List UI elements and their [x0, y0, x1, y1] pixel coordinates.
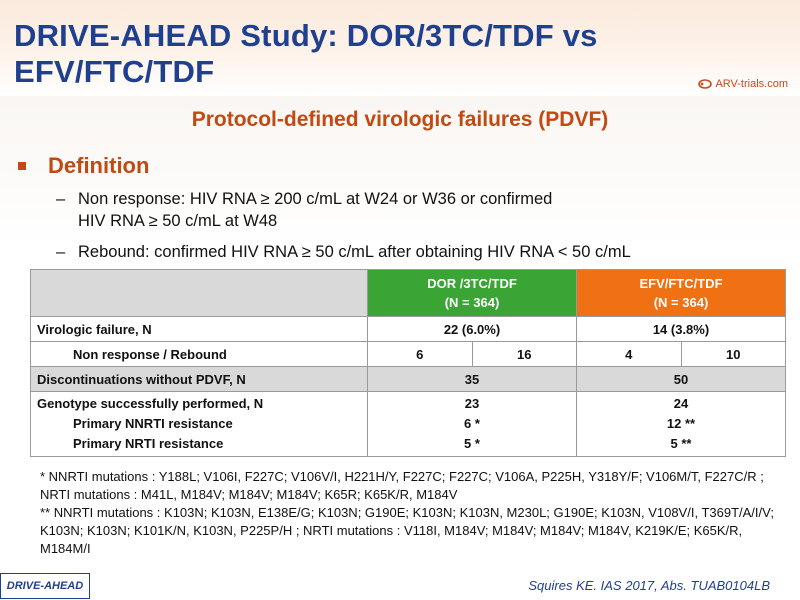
table-row-non-response-rebound: Non response / Rebound 6 16 4 10 — [30, 341, 786, 367]
section-subtitle: Protocol-defined virologic failures (PDV… — [191, 108, 609, 131]
cell-dor-genotype: 23 6 * 5 * — [367, 391, 577, 457]
definition-item-line1: Non response: HIV RNA ≥ 200 c/mL at W24 … — [78, 190, 553, 208]
dash-bullet-icon: – — [56, 190, 66, 208]
definition-item-rebound: – Rebound: confirmed HIV RNA ≥ 50 c/mL af… — [56, 243, 631, 262]
row-label: Non response / Rebound — [30, 341, 368, 367]
cell-efv-non-response: 4 — [576, 341, 682, 367]
definition-item-line1: Rebound: confirmed HIV RNA ≥ 50 c/mL aft… — [78, 243, 631, 261]
cell-dor-non-response: 6 — [367, 341, 473, 367]
table-row-discontinuations: Discontinuations without PDVF, N 35 50 — [30, 366, 786, 392]
efv-genotype-n: 24 — [673, 396, 689, 411]
cell-dor: 22 (6.0%) — [367, 316, 577, 342]
header-dor-arm: DOR /3TC/TDF (N = 364) — [367, 269, 577, 317]
definition-item-non-response: – Non response: HIV RNA ≥ 200 c/mL at W24… — [56, 190, 552, 209]
efv-nrti-resistance: 5 ** — [670, 436, 692, 451]
footnote-efv-mutations: ** NNRTI mutations : K103N; K103N, E138E… — [40, 505, 774, 556]
study-badge: DRIVE-AHEAD — [0, 573, 90, 599]
dor-genotype-n: 23 — [464, 396, 480, 411]
cell-efv: 14 (3.8%) — [576, 316, 786, 342]
footnote-dor-mutations: * NNRTI mutations : Y188L; V106I, F227C;… — [40, 469, 764, 502]
row-label: Virologic failure, N — [30, 316, 368, 342]
cell-efv: 50 — [576, 366, 786, 392]
genotype-label: Genotype successfully performed, N — [37, 396, 264, 411]
slide-title: DRIVE-AHEAD Study: DOR/3TC/TDF vs EFV/FT… — [14, 18, 598, 89]
table-header-row: DOR /3TC/TDF (N = 364) EFV/FTC/TDF (N = … — [30, 269, 786, 317]
genotype-labels: Genotype successfully performed, N Prima… — [30, 391, 368, 457]
cell-dor: 35 — [367, 366, 577, 392]
dor-arm-name: DOR /3TC/TDF — [427, 276, 517, 291]
header-blank-cell — [30, 269, 368, 317]
nrti-resistance-label: Primary NRTI resistance — [73, 436, 224, 451]
cell-efv-rebound: 10 — [680, 341, 786, 367]
nnrti-resistance-label: Primary NNRTI resistance — [73, 416, 233, 431]
efv-arm-n: (N = 364) — [653, 295, 709, 310]
dor-nnrti-resistance: 6 * — [464, 416, 480, 431]
brand-text: ARV-trials.com — [715, 78, 788, 90]
dor-arm-n: (N = 364) — [444, 295, 500, 310]
efv-nnrti-resistance: 12 ** — [666, 416, 696, 431]
pdvf-table: DOR /3TC/TDF (N = 364) EFV/FTC/TDF (N = … — [30, 269, 786, 457]
table-row-virologic-failure: Virologic failure, N 22 (6.0%) 14 (3.8%) — [30, 316, 786, 342]
definition-item-non-response-cont: HIV RNA ≥ 50 c/mL at W48 — [56, 212, 277, 231]
dash-bullet-icon: – — [56, 243, 66, 261]
brand-logo: ARV-trials.com — [698, 78, 788, 90]
header-band — [0, 0, 800, 98]
citation: Squires KE. IAS 2017, Abs. TUAB0104LB — [528, 578, 770, 593]
efv-arm-name: EFV/FTC/TDF — [639, 276, 723, 291]
ribbon-icon — [698, 79, 713, 89]
row-label: Discontinuations without PDVF, N — [30, 366, 368, 392]
definition-heading-text: Definition — [48, 153, 150, 178]
definition-item-line2: HIV RNA ≥ 50 c/mL at W48 — [78, 212, 278, 230]
header-efv-arm: EFV/FTC/TDF (N = 364) — [576, 269, 786, 317]
table-row-genotype: Genotype successfully performed, N Prima… — [30, 391, 786, 457]
cell-efv-genotype: 24 12 ** 5 ** — [576, 391, 786, 457]
footnotes: * NNRTI mutations : Y188L; V106I, F227C;… — [40, 468, 780, 558]
cell-dor-rebound: 16 — [471, 341, 577, 367]
definition-heading: Definition — [18, 153, 149, 179]
dor-nrti-resistance: 5 * — [464, 436, 480, 451]
square-bullet-icon — [18, 162, 26, 170]
